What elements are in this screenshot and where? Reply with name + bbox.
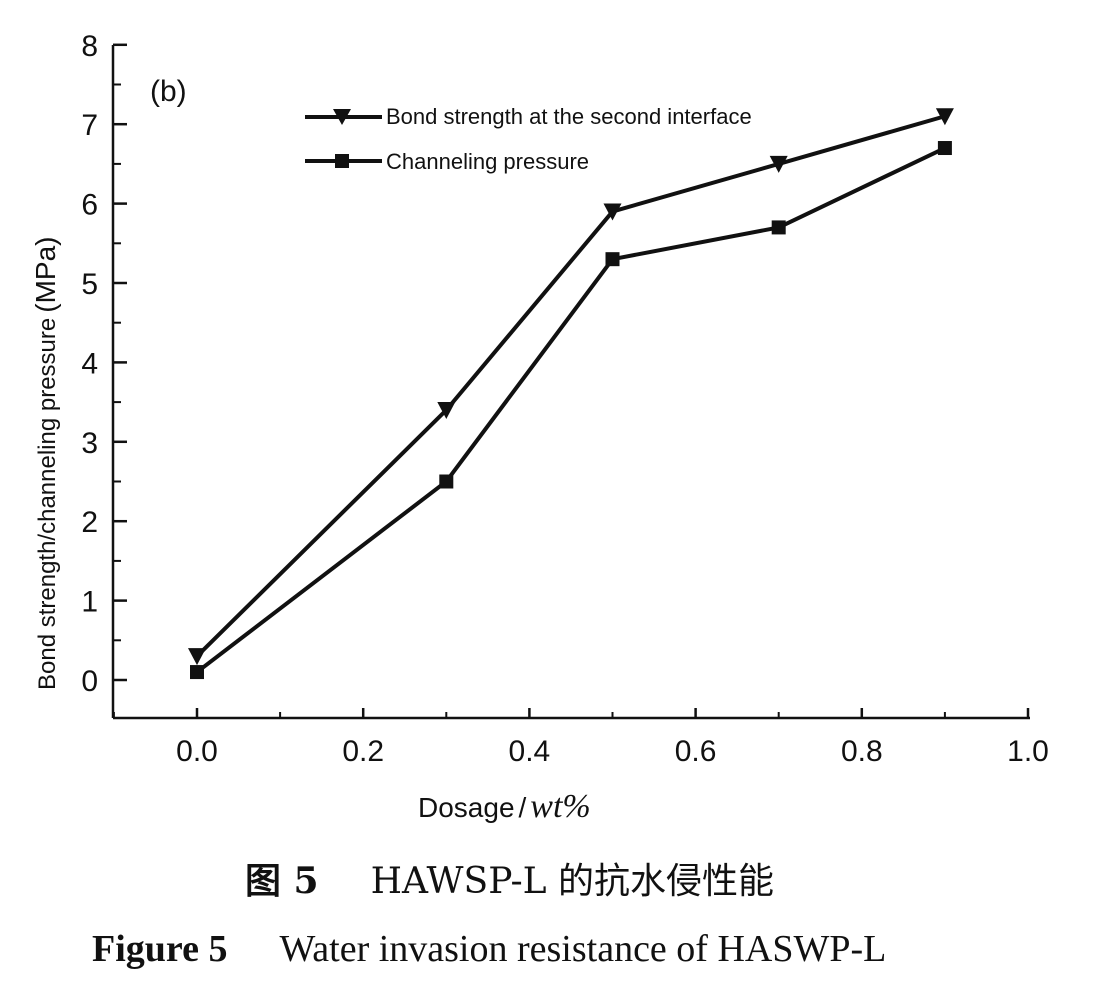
series-markers xyxy=(188,108,954,680)
x-tick-label-0.4: 0.4 xyxy=(509,735,551,768)
x-tick-label-0.8: 0.8 xyxy=(841,735,883,768)
y-tick-label-1: 1 xyxy=(81,586,98,619)
marker-series-1-point-1 xyxy=(439,474,454,489)
legend-label-bond-strength: Bond strength at the second interface xyxy=(386,104,752,129)
x-tick-label-1.0: 1.0 xyxy=(1007,735,1049,768)
x-axis-title-sep: / xyxy=(519,792,527,823)
y-tick-label-5: 5 xyxy=(81,268,98,301)
marker-series-1-point-0 xyxy=(190,665,204,680)
x-ticks: 0.0 0.2 0.4 0.6 0.8 1.0 xyxy=(112,708,1049,768)
y-axis-title-unit: (MPa) xyxy=(30,237,61,313)
marker-series-0-point-3 xyxy=(769,155,788,173)
chart-axes xyxy=(111,45,1030,720)
y-tick-label-4: 4 xyxy=(81,347,98,380)
marker-series-0-point-2 xyxy=(603,203,622,221)
marker-series-1-point-2 xyxy=(605,252,620,267)
svg-text:Bond strength/channeling press: Bond strength/channeling pressure (MPa) xyxy=(30,237,61,690)
marker-series-0-point-1 xyxy=(437,402,456,420)
y-tick-label-2: 2 xyxy=(81,506,98,539)
legend-marker-channeling-pressure xyxy=(335,154,349,168)
caption-en-text: Water invasion resistance of HASWP-L xyxy=(279,928,886,970)
legend: Bond strength at the second interface Ch… xyxy=(305,104,752,174)
caption-en-label: Figure 5 xyxy=(92,928,227,970)
legend-label-channeling-pressure: Channeling pressure xyxy=(386,149,589,174)
x-axis-title-unit: wt% xyxy=(530,788,590,825)
series-line-1 xyxy=(195,146,946,674)
x-tick-label-0.2: 0.2 xyxy=(342,735,384,768)
x-tick-label-0.6: 0.6 xyxy=(675,735,717,768)
x-axis-title: Dosage / wt% xyxy=(418,788,591,825)
series-line-0 xyxy=(195,114,946,658)
y-tick-label-7: 7 xyxy=(81,109,98,142)
y-axis-title: Bond strength/channeling pressure (MPa) xyxy=(30,237,61,690)
marker-series-0-point-0 xyxy=(188,648,206,666)
caption-en: Figure 5 Water invasion resistance of HAS… xyxy=(92,928,886,970)
marker-series-0-point-4 xyxy=(935,108,954,126)
marker-series-1-point-4 xyxy=(937,141,952,156)
series-lines xyxy=(195,114,946,674)
marker-series-1-point-3 xyxy=(771,220,786,235)
caption-cn: 图 5 HAWSP-L 的抗水侵性能 xyxy=(245,860,774,902)
caption-cn-label: 图 5 xyxy=(245,860,319,902)
y-tick-label-3: 3 xyxy=(81,427,98,460)
y-ticks: 0 1 2 3 4 5 6 7 8 xyxy=(81,30,127,698)
x-axis-title-text: Dosage xyxy=(418,792,515,823)
y-tick-label-0: 0 xyxy=(81,665,98,698)
panel-label: (b) xyxy=(150,75,187,108)
legend-marker-bond-strength xyxy=(333,109,351,125)
y-tick-label-8: 8 xyxy=(81,30,98,63)
y-tick-label-6: 6 xyxy=(81,189,98,222)
y-axis-title-text: Bond strength/channeling pressure xyxy=(34,318,61,690)
x-tick-label-0.0: 0.0 xyxy=(176,735,218,768)
caption-cn-text: HAWSP-L 的抗水侵性能 xyxy=(371,861,774,902)
